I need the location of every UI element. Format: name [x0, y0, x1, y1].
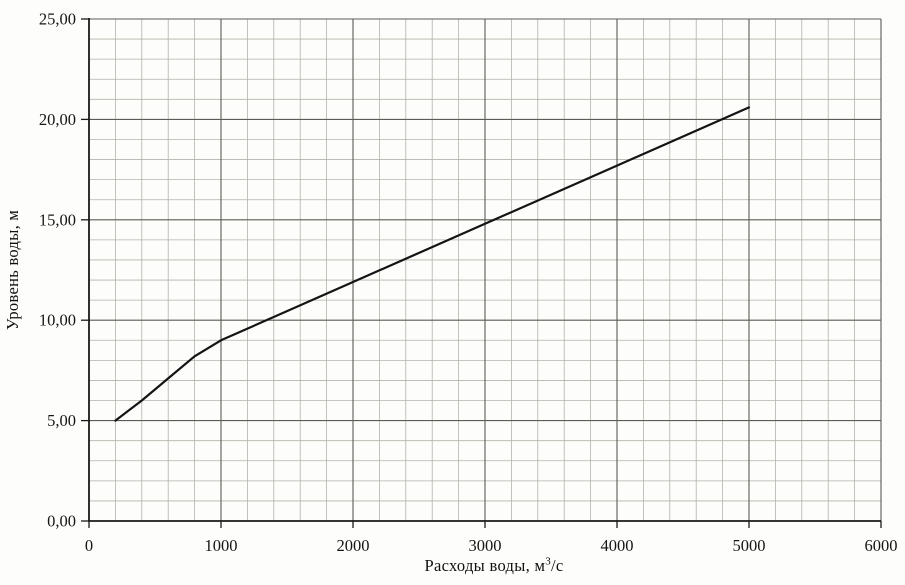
y-tick-label: 15,00	[39, 210, 76, 229]
data-line	[114, 106, 751, 422]
y-tick-label: 10,00	[39, 311, 76, 330]
x-axis-title: Расходы воды, м3/с	[424, 556, 563, 576]
x-tick-label: 2000	[337, 536, 370, 555]
x-tick-label: 6000	[865, 536, 898, 555]
x-axis-title-superscript: 3	[545, 555, 552, 568]
x-axis-title-unit-suffix: /с	[551, 556, 564, 575]
y-tick-label: 20,00	[39, 110, 76, 129]
y-tick-label: 0,00	[47, 512, 76, 531]
axis-ticks	[81, 18, 882, 528]
x-axis-title-text: Расходы воды, м	[424, 556, 546, 575]
x-tick-label: 3000	[469, 536, 502, 555]
tick-labels: 0,00 5,00 10,00 15,00 20,00 25,00 0 1000 2000 300…	[39, 10, 898, 556]
x-tick-label: 4000	[601, 536, 634, 555]
x-tick-label: 5000	[733, 536, 766, 555]
x-tick-label: 0	[85, 536, 93, 555]
y-tick-label: 5,00	[47, 411, 76, 430]
y-tick-label: 25,00	[39, 10, 76, 29]
x-tick-label: 1000	[205, 536, 238, 555]
y-axis-title: Уровень воды, м	[3, 209, 22, 331]
grid-major	[89, 18, 882, 521]
